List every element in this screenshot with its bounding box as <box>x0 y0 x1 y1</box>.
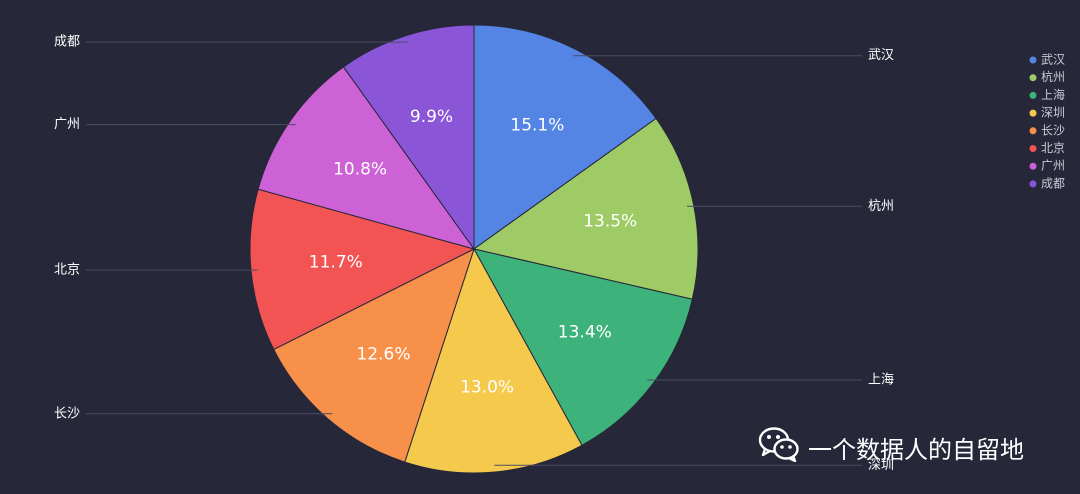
slice-value-label-5: 12.6% <box>356 344 410 364</box>
legend-label-4[interactable]: 深圳 <box>1041 106 1065 120</box>
legend-label-1[interactable]: 武汉 <box>1041 53 1065 67</box>
watermark: 一个数据人的自留地 <box>758 426 1024 468</box>
slice-value-label-1: 15.1% <box>510 116 564 136</box>
legend-label-6[interactable]: 北京 <box>1041 141 1065 155</box>
leader-lines <box>86 41 862 466</box>
legend-marker-7 <box>1029 162 1037 170</box>
category-label-6: 北京 <box>54 263 80 278</box>
pie-slice-8 <box>342 24 475 251</box>
slice-value-label-8: 9.9% <box>410 107 453 127</box>
pie-slice-3 <box>473 248 693 446</box>
category-label-3: 上海 <box>868 373 894 388</box>
pie-slice-2 <box>472 117 699 300</box>
slice-value-label-3: 13.4% <box>558 323 612 343</box>
category-label-4: 深圳 <box>868 458 894 473</box>
watermark-text: 一个数据人的自留地 <box>808 435 1024 464</box>
pie-slice-7 <box>257 66 476 250</box>
legend-marker-4 <box>1029 109 1037 117</box>
category-label-8: 成都 <box>54 35 80 50</box>
legend-marker-2 <box>1029 74 1037 82</box>
legend-marker-1 <box>1029 56 1037 64</box>
category-label-2: 杭州 <box>868 199 894 214</box>
pie-slices <box>249 24 699 474</box>
legend-marker-6 <box>1029 145 1037 152</box>
slice-value-labels: 15.1% 13.5% 13.4% 13.0% 12.6% 11.7% 10.8% 9.9% <box>309 107 637 397</box>
legend-marker-8 <box>1029 180 1037 188</box>
pie-slice-1 <box>473 24 657 250</box>
category-label-1: 武汉 <box>868 48 894 63</box>
slice-value-label-7: 10.8% <box>333 160 387 180</box>
pie-slice-5 <box>273 248 475 463</box>
slice-value-label-4: 13.0% <box>460 377 514 397</box>
slice-value-label-2: 13.5% <box>583 212 637 232</box>
legend-label-8[interactable]: 成都 <box>1041 176 1065 190</box>
legend-marker-3 <box>1029 91 1037 99</box>
legend-label-5[interactable]: 长沙 <box>1041 123 1065 137</box>
legend-label-3[interactable]: 上海 <box>1041 87 1065 102</box>
slice-value-label-6: 11.7% <box>309 253 363 273</box>
legend-label-7[interactable]: 广州 <box>1041 159 1065 173</box>
pie-slice-4 <box>404 247 583 474</box>
category-label-7: 广州 <box>54 117 80 132</box>
legend-label-2[interactable]: 杭州 <box>1041 69 1065 84</box>
legend-marker-5 <box>1029 127 1037 135</box>
wechat-icon <box>758 426 800 468</box>
pie-slice-6 <box>249 188 476 351</box>
category-label-5: 长沙 <box>54 406 80 421</box>
